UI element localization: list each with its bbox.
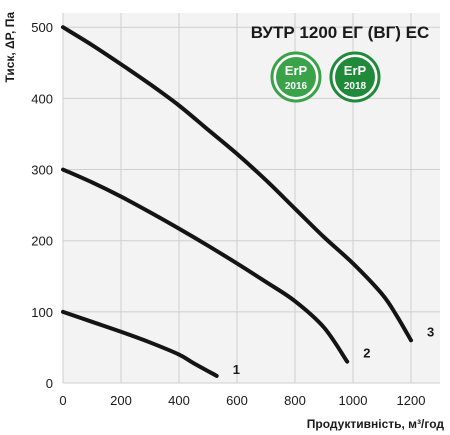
- x-tick-label: 200: [110, 393, 132, 408]
- curve-label-1: 1: [233, 362, 240, 377]
- x-tick-label: 1200: [397, 393, 426, 408]
- y-tick-label: 200: [31, 234, 53, 249]
- y-ticks: 0 100 200 300 400 500: [31, 20, 53, 391]
- y-tick-label: 400: [31, 91, 53, 106]
- curve-label-2: 2: [363, 346, 370, 361]
- erp-2016-year: 2016: [285, 81, 308, 92]
- x-tick-label: 800: [284, 393, 306, 408]
- y-tick-label: 500: [31, 20, 53, 35]
- curve-3: [61, 25, 413, 343]
- curve-2: [61, 167, 350, 364]
- x-tick-label: 400: [168, 393, 190, 408]
- curve-1: [61, 309, 219, 378]
- y-axis-title: Тиск, ΔР, Па: [3, 12, 17, 83]
- erp-2018-year: 2018: [344, 81, 367, 92]
- x-tick-label: 1000: [339, 393, 368, 408]
- y-tick-label: 100: [31, 305, 53, 320]
- x-tick-label: 600: [226, 393, 248, 408]
- erp-2018-label: ErP: [344, 63, 367, 78]
- y-tick-label: 300: [31, 163, 53, 178]
- y-tick-label: 0: [46, 376, 53, 391]
- x-tick-label: 0: [59, 393, 66, 408]
- curves: [61, 25, 413, 378]
- chart-title: ВУТР 1200 ЕГ (ВГ) ЕС: [251, 23, 429, 42]
- x-ticks: 0 200 400 600 800 1000 1200: [59, 393, 425, 408]
- erp-2018-badge: ErP 2018: [329, 51, 381, 103]
- x-axis-title: Продуктивність, м³/год: [307, 417, 445, 431]
- curve-label-3: 3: [427, 324, 434, 339]
- erp-2016-label: ErP: [285, 63, 308, 78]
- curve-labels: 1 2 3: [233, 324, 435, 377]
- erp-2016-badge: ErP 2016: [270, 51, 322, 103]
